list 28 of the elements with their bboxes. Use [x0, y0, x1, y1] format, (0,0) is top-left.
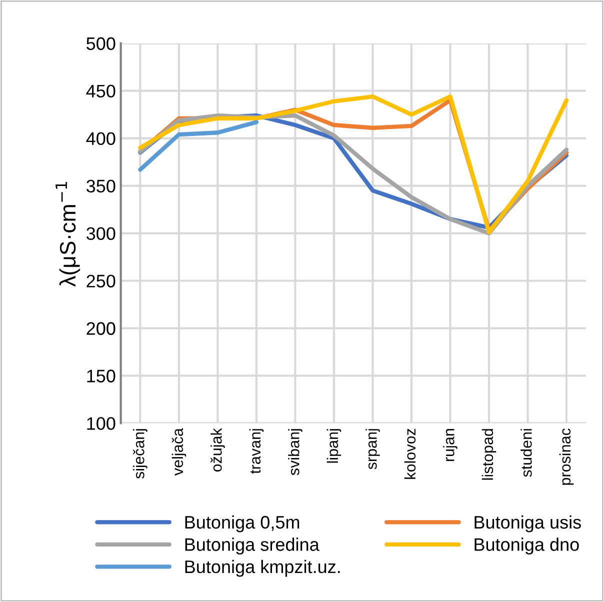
x-tick-label: lipanj [326, 429, 342, 463]
x-tick-label: prosinac [559, 428, 574, 485]
y-tick-label: 350 [86, 180, 116, 193]
x-tick-label: studeni [520, 429, 532, 477]
x-tick-label: travanj [249, 429, 264, 474]
x-tick-label: kolovoz [404, 428, 416, 479]
legend-label: Butoniga sredina [185, 538, 320, 555]
line-series [138, 120, 259, 172]
y-tick-label: 500 [86, 37, 116, 50]
y-tick-label: 450 [86, 84, 116, 98]
legend-label: Butoniga 0,5m [185, 515, 300, 532]
x-tick-label: ožujak [210, 428, 225, 472]
x-tick-label: rujan [443, 429, 458, 462]
y-tick-label: 400 [86, 132, 116, 146]
y-tick-label: 150 [87, 370, 116, 382]
legend-label: Butoniga kmpzit.uz. [185, 560, 340, 577]
x-tick-label: svibanj [288, 429, 302, 476]
y-tick-label: 200 [86, 322, 116, 335]
legend-label: Butoniga dno [474, 538, 579, 555]
x-tick-label: srpanj [366, 429, 380, 470]
y-tick-label: 250 [86, 274, 116, 288]
legend-label: Butoniga usis [474, 515, 581, 532]
x-tick-label: listopad [482, 429, 496, 480]
y-tick-label: 300 [86, 227, 116, 240]
x-tick-label: siječanj [133, 429, 148, 479]
y-axis-title: λ(μS·cm$^{−1}$ [56, 182, 80, 287]
x-tick-label: veljača [172, 428, 186, 476]
y-tick-label: 100 [87, 417, 116, 430]
